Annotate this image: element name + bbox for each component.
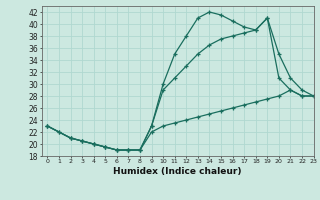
X-axis label: Humidex (Indice chaleur): Humidex (Indice chaleur) bbox=[113, 167, 242, 176]
